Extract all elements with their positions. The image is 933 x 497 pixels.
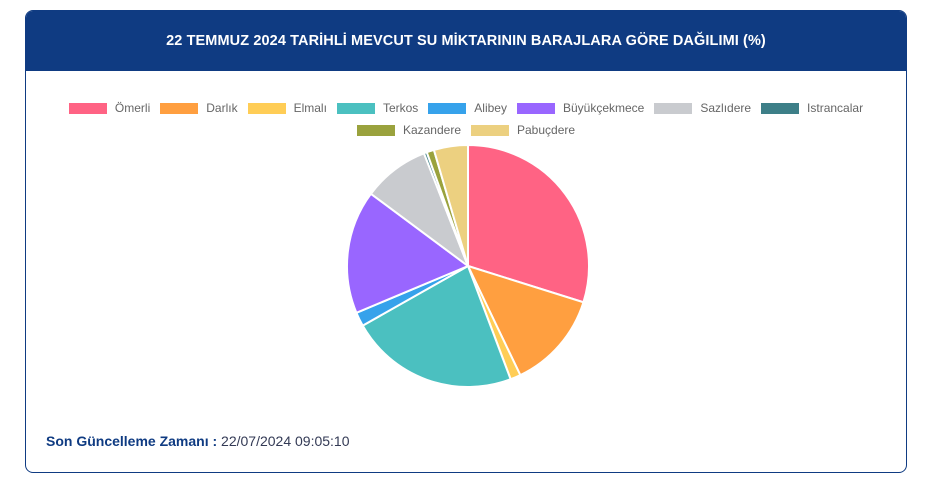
legend-row: Ömerli Darlık Elmalı Terkos Alibey Büyükçekme…: [26, 97, 906, 119]
pie-chart: [346, 143, 590, 388]
chart-header: 22 TEMMUZ 2024 TARİHLİ MEVCUT SU MİKTARI…: [26, 11, 906, 71]
legend-swatch: [160, 102, 199, 114]
legend-row: Kazandere Pabuçdere: [26, 119, 906, 141]
pie-slice-pabu-dere[interactable]: [432, 143, 469, 267]
legend-label: Pabuçdere: [517, 123, 576, 137]
legend-swatch: [761, 102, 800, 114]
legend-swatch: [68, 102, 107, 114]
pie-slice-darl-k[interactable]: [466, 264, 585, 377]
chart-title: 22 TEMMUZ 2024 TARİHLİ MEVCUT SU MİKTARI…: [166, 33, 766, 49]
legend-swatch: [247, 102, 286, 114]
legend-swatch: [471, 124, 509, 136]
legend-label: Darlık: [206, 101, 238, 115]
pie-slice-terkos[interactable]: [361, 264, 512, 388]
pie-slice--merli[interactable]: [467, 143, 590, 304]
legend-label: Büyükçekmece: [562, 101, 645, 115]
legend-label: Alibey: [474, 101, 507, 115]
pie-svg: [346, 143, 590, 388]
chart-card: 22 TEMMUZ 2024 TARİHLİ MEVCUT SU MİKTARI…: [25, 10, 907, 473]
legend-item[interactable]: Pabuçdere: [471, 119, 575, 141]
legend-swatch: [356, 124, 395, 136]
legend-label: Istrancalar: [807, 101, 864, 115]
legend-swatch: [654, 102, 693, 114]
legend-item[interactable]: Elmalı: [247, 97, 327, 119]
last-update-value: 22/07/2024 09:05:10: [221, 433, 350, 449]
legend-item[interactable]: Ömerli: [68, 97, 151, 119]
legend-label: Kazandere: [402, 123, 461, 137]
legend-item[interactable]: Büyükçekmece: [516, 97, 645, 119]
last-update: Son Güncelleme Zamanı : 22/07/2024 09:05…: [46, 433, 350, 449]
legend-label: Ömerli: [114, 101, 151, 115]
legend-label: Sazlıdere: [700, 101, 752, 115]
legend-label: Elmalı: [293, 101, 327, 115]
chart-legend: Ömerli Darlık Elmalı Terkos Alibey Büyükçekme…: [26, 97, 906, 141]
legend-item[interactable]: Istrancalar: [761, 97, 863, 119]
legend-label: Terkos: [382, 101, 419, 115]
legend-item[interactable]: Alibey: [428, 97, 507, 119]
legend-item[interactable]: Darlık: [160, 97, 238, 119]
legend-item[interactable]: Terkos: [336, 97, 419, 119]
legend-swatch: [516, 102, 555, 114]
pie-slice-b-y-k-ekmece[interactable]: [346, 192, 471, 315]
legend-swatch: [428, 102, 467, 114]
legend-item[interactable]: Kazandere: [356, 119, 461, 141]
legend-swatch: [336, 102, 375, 114]
legend-item[interactable]: Sazlıdere: [654, 97, 751, 119]
last-update-label: Son Güncelleme Zamanı :: [46, 433, 218, 449]
